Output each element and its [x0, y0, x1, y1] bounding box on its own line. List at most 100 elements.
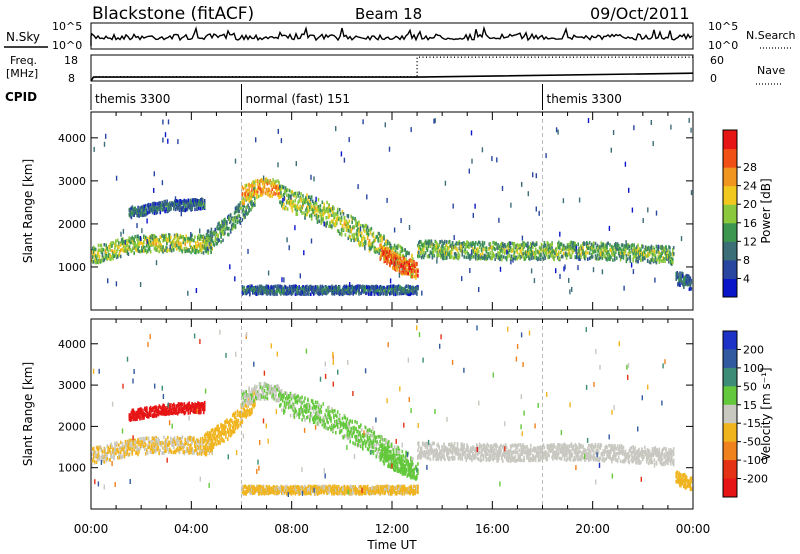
power-cell	[579, 246, 581, 250]
power-cell	[202, 251, 205, 255]
power-cell	[582, 249, 584, 253]
power-cell	[135, 248, 137, 252]
power-cell	[123, 248, 126, 252]
power-cell	[622, 256, 625, 260]
velocity-cell	[91, 456, 93, 461]
power-cell	[688, 278, 691, 283]
power-cell	[140, 240, 142, 244]
power-cell	[490, 245, 493, 250]
power-cell	[254, 189, 256, 194]
velocity-cell	[102, 454, 105, 459]
power-cell	[355, 223, 357, 228]
power-cell	[140, 210, 142, 215]
power-cell	[683, 285, 685, 289]
power-cell	[174, 202, 177, 206]
velocity-cell	[167, 443, 169, 448]
power-cell	[279, 289, 281, 293]
velocity-cell	[94, 451, 97, 455]
power-cell	[114, 243, 116, 248]
power-cell	[229, 220, 232, 224]
power-cell	[355, 285, 357, 289]
power-cell	[596, 243, 599, 248]
power-cell	[531, 243, 533, 247]
power-cell	[533, 252, 536, 256]
power-cell	[120, 240, 123, 244]
power-cell	[626, 246, 629, 250]
power-cell	[141, 208, 143, 212]
power-cell	[397, 264, 400, 269]
power-cell	[464, 251, 466, 255]
power-cell	[295, 205, 298, 209]
power-cell	[254, 196, 256, 201]
power-cell	[143, 245, 145, 249]
power-cell	[280, 188, 282, 192]
power-cell	[639, 252, 641, 256]
power-cell	[601, 252, 604, 256]
power-cell	[603, 247, 605, 252]
power-cell	[583, 241, 585, 245]
power-cell	[281, 204, 283, 208]
power-cell	[443, 256, 445, 261]
power-cell	[178, 235, 181, 240]
power-cell	[501, 254, 503, 258]
power-cell	[305, 199, 307, 204]
power-cell	[283, 189, 286, 193]
power-cell	[388, 260, 390, 264]
power-cell	[138, 249, 140, 253]
power-cell	[688, 117, 690, 123]
power-cell	[379, 243, 382, 248]
power-cell	[389, 278, 392, 284]
power-cell	[436, 242, 438, 246]
power-cell	[112, 254, 114, 258]
power-cell	[423, 243, 426, 248]
power-cell	[400, 291, 403, 296]
power-cell	[431, 256, 434, 260]
power-cell	[383, 246, 385, 251]
power-cell	[412, 290, 414, 295]
power-cell	[272, 192, 274, 196]
power-cell	[503, 255, 505, 259]
power-cell	[367, 243, 370, 247]
power-cell	[317, 214, 320, 219]
power-cell	[310, 217, 313, 221]
power-cell	[640, 257, 642, 261]
power-cell	[186, 206, 189, 210]
velocity-cell	[180, 439, 183, 444]
power-cell	[336, 216, 338, 221]
power-cell	[626, 243, 629, 248]
power-cell	[349, 235, 351, 239]
power-cell	[393, 262, 395, 267]
power-cell	[95, 259, 98, 263]
power-cell	[147, 210, 150, 214]
power-cell	[292, 285, 295, 290]
power-cell	[390, 284, 392, 288]
power-cell	[541, 257, 544, 261]
velocity-cell	[197, 439, 200, 444]
power-cell	[529, 257, 531, 261]
power-cell	[279, 200, 281, 204]
power-cell	[382, 248, 384, 253]
power-cell	[229, 228, 232, 233]
power-cell	[163, 201, 165, 205]
power-cell	[335, 288, 337, 293]
power-cell	[332, 288, 334, 293]
power-cell	[650, 258, 653, 262]
power-cell	[621, 243, 624, 247]
power-cell	[359, 226, 362, 232]
power-cell	[575, 245, 578, 251]
velocity-cell	[97, 448, 100, 452]
power-cell	[288, 194, 291, 198]
power-cell	[105, 133, 107, 139]
power-cell	[213, 243, 216, 247]
power-cell	[499, 256, 501, 261]
power-cell	[156, 237, 159, 242]
power-cell	[227, 215, 229, 220]
power-cell	[384, 122, 386, 128]
power-cell	[383, 285, 385, 290]
power-cell	[176, 207, 179, 211]
velocity-cell	[151, 450, 154, 455]
power-cell	[250, 285, 252, 290]
power-cell	[203, 245, 206, 250]
power-cell	[394, 246, 397, 251]
power-cell	[190, 250, 192, 255]
